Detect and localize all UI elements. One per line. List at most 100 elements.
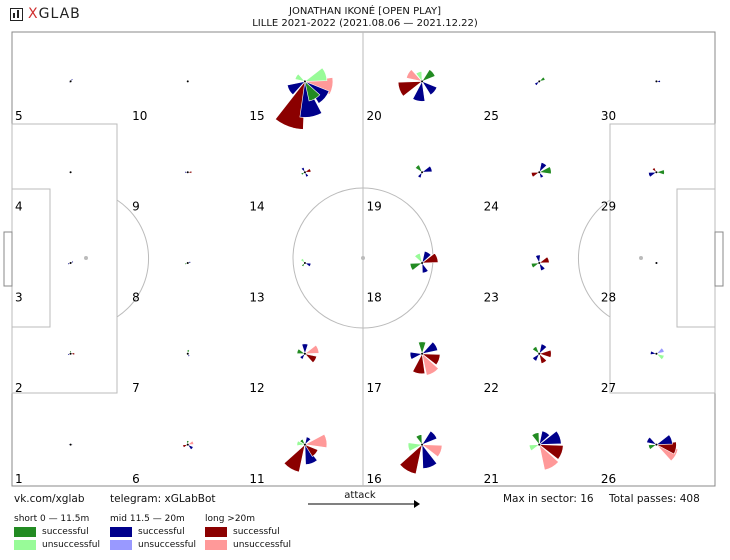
rose-petal — [417, 341, 427, 355]
sector-label-6: 6 — [132, 472, 140, 486]
rose-petal — [184, 170, 189, 174]
rose-petal — [415, 434, 423, 446]
legend-mid-successful: successful — [110, 527, 185, 537]
rose-petal — [534, 80, 540, 87]
pitch-markings — [3, 31, 724, 487]
rose-petal — [538, 162, 548, 174]
rose-petal — [538, 76, 546, 82]
rose-zone-4 — [69, 171, 72, 174]
rose-center — [538, 171, 541, 174]
rose-petal — [414, 164, 423, 173]
rose-zone-1 — [68, 443, 73, 446]
rose-petal — [655, 441, 677, 455]
rose-petal — [538, 166, 552, 175]
rose-petal — [538, 443, 559, 471]
legend-swatch — [110, 527, 132, 537]
sector-label-20: 20 — [367, 109, 382, 123]
sector-label-3: 3 — [15, 290, 23, 304]
sector-label-19: 19 — [367, 200, 382, 214]
rose-petal — [414, 252, 423, 264]
rose-petal — [648, 171, 658, 178]
bar-chart-icon — [10, 8, 23, 21]
sector-label-15: 15 — [249, 109, 264, 123]
legend-short-successful: successful — [14, 527, 89, 537]
rose-zone-9 — [184, 170, 193, 174]
rose-petal — [538, 343, 548, 355]
rose-petal — [294, 73, 306, 82]
rose-petal — [655, 347, 665, 355]
rose-petal — [650, 350, 658, 355]
rose-zone-18 — [409, 250, 439, 274]
sector-label-24: 24 — [484, 200, 499, 214]
sector-label-23: 23 — [484, 290, 499, 304]
rose-petal — [421, 444, 443, 458]
legend-swatch — [110, 540, 132, 550]
rose-petal — [186, 440, 190, 446]
chart-title: JONATHAN IKONÉ [OPEN PLAY] — [289, 6, 441, 17]
rose-center — [186, 262, 189, 264]
rose-petal — [283, 443, 306, 473]
rose-petal — [300, 171, 306, 176]
rose-petal — [421, 80, 438, 96]
rose-center — [538, 262, 541, 264]
rose-center — [69, 80, 72, 83]
sector-label-9: 9 — [132, 200, 140, 214]
rose-petal — [399, 443, 423, 475]
rose-petal — [304, 353, 318, 364]
sector-label-16: 16 — [367, 472, 382, 486]
legend-long-unsuccessful: unsuccessful — [205, 540, 291, 550]
rose-petal — [530, 262, 541, 269]
rose-petal — [182, 444, 189, 449]
sector-label-10: 10 — [132, 109, 147, 123]
vk-link[interactable]: vk.com/xglab — [14, 493, 85, 505]
rose-petal — [538, 256, 550, 264]
rose-petal — [296, 440, 306, 447]
rose-petal — [406, 69, 423, 82]
rose-petal — [655, 434, 673, 445]
legend-mid-unsuccessful: unsuccessful — [110, 540, 196, 550]
rose-zone-26 — [646, 434, 679, 462]
sector-label-26: 26 — [601, 472, 616, 486]
telegram-link[interactable]: telegram: xGLabBot — [110, 493, 216, 505]
rose-petal — [538, 349, 552, 358]
rose-center — [303, 80, 306, 83]
rose-petal — [304, 80, 321, 102]
rose-petal — [299, 353, 306, 360]
rose-petal — [530, 171, 541, 178]
rose-center — [421, 352, 424, 355]
rose-petal — [532, 345, 540, 355]
rose-petal — [531, 432, 540, 446]
rose-petal — [407, 442, 424, 452]
rose-petal — [68, 443, 72, 446]
sector-label-25: 25 — [484, 109, 499, 123]
legend-long-heading: long >20m — [205, 514, 256, 524]
rose-petal — [286, 80, 306, 96]
rose-petal — [409, 262, 423, 271]
sector-label-21: 21 — [484, 472, 499, 486]
rose-zone-10 — [186, 80, 189, 83]
sector-label-17: 17 — [367, 381, 382, 395]
rose-center — [655, 80, 658, 83]
rose-petal — [304, 443, 319, 457]
rose-petal — [186, 170, 193, 174]
rose-center — [421, 262, 424, 264]
rose-zone-7 — [186, 349, 191, 358]
rose-petal — [655, 79, 661, 84]
rose-petal — [417, 171, 423, 179]
rose-zone-25 — [534, 76, 546, 87]
rose-petal — [528, 444, 541, 452]
sector-label-4: 4 — [15, 200, 23, 214]
rose-zone-16 — [399, 430, 443, 475]
rose-petal — [651, 167, 658, 173]
sector-label-1: 1 — [15, 472, 23, 486]
rose-petal — [538, 262, 546, 272]
rose-zone-30 — [655, 79, 661, 84]
rose-center — [655, 443, 658, 446]
rose-center — [421, 171, 424, 174]
rose-petal — [538, 171, 545, 179]
rose-petal — [412, 352, 426, 375]
legend-swatch — [205, 540, 227, 550]
rose-zone-13 — [300, 257, 312, 268]
rose-zone-8 — [184, 260, 192, 266]
sector-label-28: 28 — [601, 290, 616, 304]
